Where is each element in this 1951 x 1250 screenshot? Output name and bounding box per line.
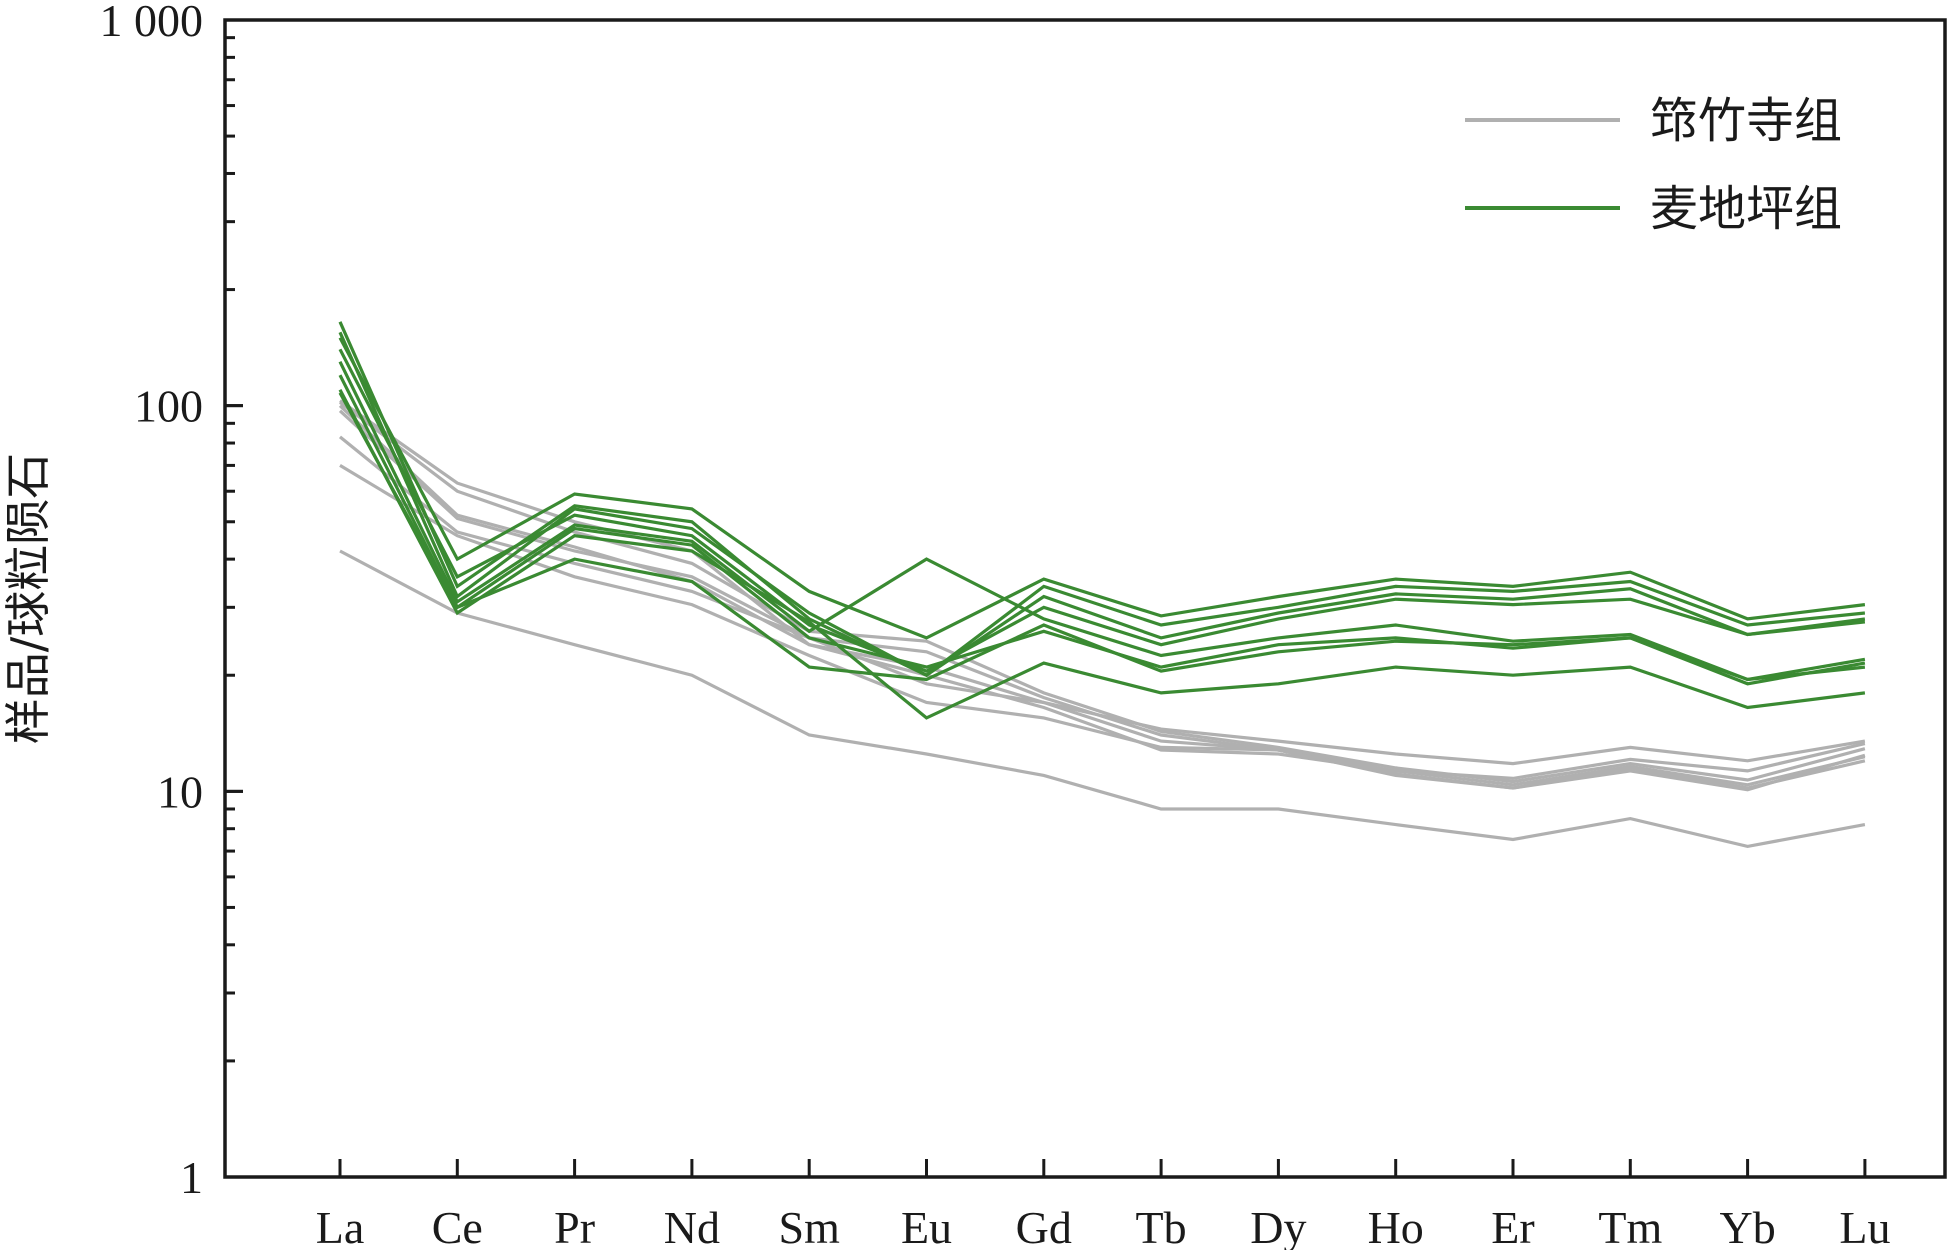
- series-line-qiongzhusi-6: [339, 549, 1866, 849]
- y-tick-label: 1 000: [100, 0, 204, 46]
- x-tick-label-ce: Ce: [432, 1202, 483, 1250]
- x-tick-label-yb: Yb: [1719, 1202, 1775, 1250]
- legend-label-maidiping: 麦地坪组: [1650, 181, 1842, 237]
- series-line-maidiping-7: [338, 321, 1866, 678]
- series-line-maidiping-13: [338, 388, 1866, 720]
- x-tick-label-dy: Dy: [1250, 1202, 1306, 1250]
- x-tick-label-lu: Lu: [1839, 1202, 1890, 1250]
- plot-frame: [223, 18, 1947, 1179]
- y-tick-label: 100: [134, 381, 203, 432]
- x-tick-label-tb: Tb: [1136, 1202, 1187, 1250]
- x-tick-label-pr: Pr: [554, 1202, 595, 1250]
- series-line-maidiping-14: [338, 392, 1866, 682]
- x-tick-label-ho: Ho: [1368, 1202, 1424, 1250]
- series-line-maidiping-10: [338, 348, 1866, 673]
- x-tick-label-sm: Sm: [779, 1202, 841, 1250]
- series-line-qiongzhusi-5: [339, 464, 1866, 790]
- legend-label-qiongzhusi: 筇竹寺组: [1650, 93, 1842, 149]
- series-line-qiongzhusi-0: [338, 404, 1866, 787]
- series-line-qiongzhusi-4: [338, 435, 1866, 766]
- series-line-maidiping-9: [338, 337, 1866, 640]
- series-layer: [338, 321, 1866, 849]
- x-tick-label-tm: Tm: [1598, 1202, 1662, 1250]
- x-tick-label-er: Er: [1491, 1202, 1534, 1250]
- x-tick-label-eu: Eu: [901, 1202, 952, 1250]
- y-tick-label: 10: [157, 766, 203, 817]
- x-tick-label-nd: Nd: [664, 1202, 720, 1250]
- x-tick-label-gd: Gd: [1016, 1202, 1072, 1250]
- x-tick-label-la: La: [316, 1202, 365, 1250]
- series-line-maidiping-8: [338, 331, 1866, 678]
- series-line-maidiping-11: [338, 360, 1866, 682]
- y-axis-title: 样品/球粒陨石: [1, 453, 55, 745]
- y-tick-label: 1: [180, 1152, 203, 1203]
